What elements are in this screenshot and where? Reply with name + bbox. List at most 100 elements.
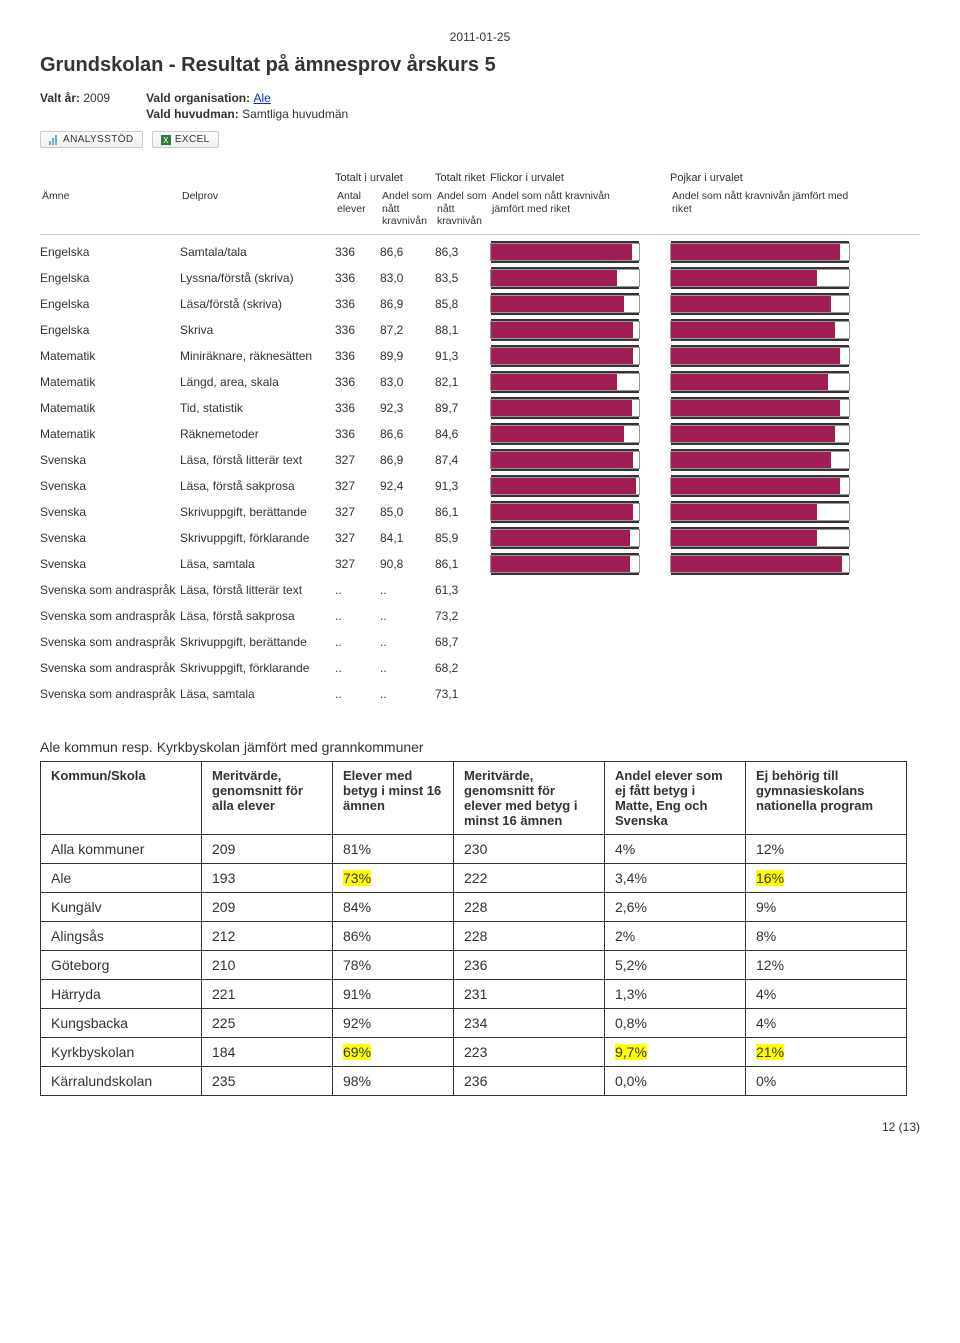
cell-bar-flickor — [490, 477, 670, 495]
cell-delprov: Läsa, förstå litterär text — [180, 583, 335, 597]
cell-delprov: Skriva — [180, 323, 335, 337]
cell-bar-flickor — [490, 347, 670, 365]
page-title: Grundskolan - Resultat på ämnesprov årsk… — [40, 54, 920, 77]
huvudman-label: Vald huvudman: — [146, 107, 239, 121]
comparison-row: Alla kommuner20981%2304%12% — [41, 834, 907, 863]
comparison-cell: Kyrkbyskolan — [41, 1037, 202, 1066]
comparison-cell: Alla kommuner — [41, 834, 202, 863]
cell-bar-flickor — [490, 451, 670, 469]
cell-andel-urval: 92,3 — [380, 401, 435, 415]
cell-bar-pojkar — [670, 425, 850, 443]
cell-delprov: Läsa, samtala — [180, 557, 335, 571]
comparison-cell: 235 — [202, 1066, 333, 1095]
cell-amne: Matematik — [40, 375, 180, 389]
col-andel-urval: Andel som nått kravnivån — [380, 190, 435, 228]
cell-andel-urval: 86,6 — [380, 245, 435, 259]
cell-amne: Svenska — [40, 531, 180, 545]
cell-andel-urval: 92,4 — [380, 479, 435, 493]
huvudman-value: Samtliga huvudmän — [242, 107, 348, 121]
col-antal: Antal elever — [335, 190, 380, 228]
comparison-cell: 228 — [454, 892, 605, 921]
org-link[interactable]: Ale — [253, 91, 270, 105]
cell-bar-flickor — [490, 295, 670, 313]
comparison-cell: 4% — [746, 979, 907, 1008]
cell-amne: Matematik — [40, 401, 180, 415]
provider-row: SvenskaLäsa, förstå litterär text32786,9… — [40, 447, 920, 473]
comparison-cell: 223 — [454, 1037, 605, 1066]
comparison-row: Härryda22191%2311,3%4% — [41, 979, 907, 1008]
cell-delprov: Räknemetoder — [180, 427, 335, 441]
excel-label: EXCEL — [175, 134, 210, 145]
provider-rows: EngelskaSamtala/tala33686,686,3EngelskaL… — [40, 239, 920, 707]
cell-antal: .. — [335, 661, 380, 675]
comparison-cell: 209 — [202, 834, 333, 863]
provider-row: MatematikMiniräknare, räknesätten33689,9… — [40, 343, 920, 369]
cell-amne: Svenska som andraspråk — [40, 661, 180, 675]
cell-antal: 336 — [335, 245, 380, 259]
cell-bar-pojkar — [670, 295, 850, 313]
comparison-cell: 236 — [454, 1066, 605, 1095]
cell-antal: 336 — [335, 427, 380, 441]
cell-andel-riket: 84,6 — [435, 427, 490, 441]
comparison-cell: Alingsås — [41, 921, 202, 950]
comparison-cell: Härryda — [41, 979, 202, 1008]
year-label: Valt år: — [40, 91, 80, 105]
cell-amne: Engelska — [40, 245, 180, 259]
cell-bar-pojkar — [670, 503, 850, 521]
comparison-cell: 212 — [202, 921, 333, 950]
cell-andel-urval: 90,8 — [380, 557, 435, 571]
cell-antal: 336 — [335, 401, 380, 415]
cell-antal: .. — [335, 687, 380, 701]
provider-row: Svenska som andraspråkLäsa, samtala....7… — [40, 681, 920, 707]
comparison-row: Ale19373%2223,4%16% — [41, 863, 907, 892]
cell-delprov: Skrivuppgift, berättande — [180, 635, 335, 649]
group-header-row: Totalt i urvalet Totalt riket Flickor i … — [40, 166, 920, 190]
comparison-row: Kungsbacka22592%2340,8%4% — [41, 1008, 907, 1037]
cell-bar-flickor — [490, 269, 670, 287]
excel-button[interactable]: X EXCEL — [152, 131, 219, 148]
cell-andel-riket: 91,3 — [435, 349, 490, 363]
cell-delprov: Läsa, samtala — [180, 687, 335, 701]
provider-row: Svenska som andraspråkLäsa, förstå sakpr… — [40, 603, 920, 629]
cell-bar-pojkar — [670, 529, 850, 547]
cell-andel-urval: .. — [380, 635, 435, 649]
excel-icon: X — [161, 135, 171, 145]
cell-delprov: Lyssna/förstå (skriva) — [180, 271, 335, 285]
cell-amne: Svenska — [40, 479, 180, 493]
col-delprov: Delprov — [180, 190, 335, 228]
comparison-cell: 4% — [605, 834, 746, 863]
cell-bar-pojkar — [670, 555, 850, 573]
cell-andel-urval: 86,9 — [380, 297, 435, 311]
cell-bar-flickor — [490, 555, 670, 573]
cell-andel-riket: 61,3 — [435, 583, 490, 597]
provider-subheader-row: Ämne Delprov Antal elever Andel som nått… — [40, 190, 920, 235]
comparison-row: Alingsås21286%2282%8% — [41, 921, 907, 950]
comparison-row: Kungälv20984%2282,6%9% — [41, 892, 907, 921]
comparison-cell: Kungälv — [41, 892, 202, 921]
comparison-cell: 221 — [202, 979, 333, 1008]
cell-delprov: Skrivuppgift, förklarande — [180, 531, 335, 545]
comparison-col-header: Meritvärde, genomsnitt för elever med be… — [454, 761, 605, 834]
cell-andel-riket: 73,1 — [435, 687, 490, 701]
comparison-cell: 228 — [454, 921, 605, 950]
comparison-cell: 0,0% — [605, 1066, 746, 1095]
org-label: Vald organisation: — [146, 91, 250, 105]
page-footer: 12 (13) — [40, 1120, 920, 1134]
cell-andel-riket: 82,1 — [435, 375, 490, 389]
svg-text:X: X — [163, 136, 169, 145]
cell-antal: 327 — [335, 453, 380, 467]
cell-andel-riket: 68,2 — [435, 661, 490, 675]
comparison-cell: 0,8% — [605, 1008, 746, 1037]
cell-andel-riket: 89,7 — [435, 401, 490, 415]
comparison-cell: 222 — [454, 863, 605, 892]
cell-bar-flickor — [490, 529, 670, 547]
cell-andel-urval: 89,9 — [380, 349, 435, 363]
provider-row: SvenskaLäsa, samtala32790,886,1 — [40, 551, 920, 577]
analysstod-button[interactable]: ANALYSSTÖD — [40, 131, 143, 148]
provider-row: MatematikRäknemetoder33686,684,6 — [40, 421, 920, 447]
comparison-cell: 86% — [333, 921, 454, 950]
analysstod-label: ANALYSSTÖD — [63, 134, 134, 145]
cell-antal: 327 — [335, 557, 380, 571]
cell-bar-flickor — [490, 373, 670, 391]
comparison-col-header: Ej behörig till gymnasieskolans nationel… — [746, 761, 907, 834]
